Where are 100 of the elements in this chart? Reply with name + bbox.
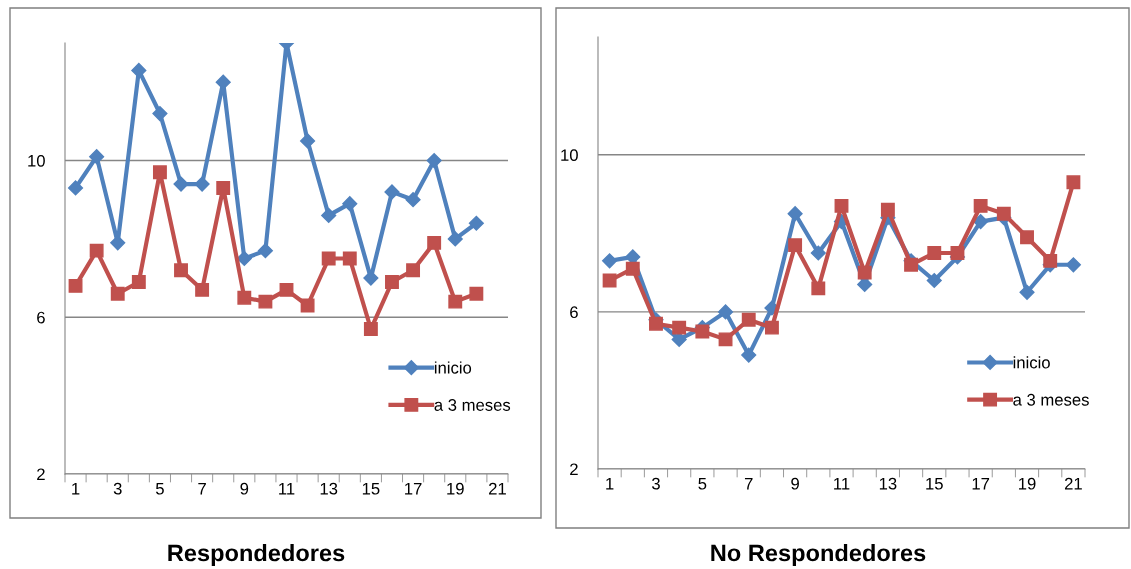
point xyxy=(447,231,463,247)
point xyxy=(672,320,687,335)
point xyxy=(131,62,147,78)
y-tick-label: 10 xyxy=(561,149,578,162)
point xyxy=(385,275,399,289)
point xyxy=(216,181,231,195)
point xyxy=(427,235,442,250)
y-tick-label: 6 xyxy=(570,306,578,319)
y-tick-label: 10 xyxy=(28,154,45,167)
x-tick-label: 21 xyxy=(489,482,506,495)
point xyxy=(741,347,757,363)
point xyxy=(468,215,484,231)
x-tick-label: 13 xyxy=(320,482,338,495)
point xyxy=(300,298,315,313)
point xyxy=(448,294,463,309)
x-tick-label: 15 xyxy=(926,477,943,490)
point xyxy=(787,206,803,222)
point xyxy=(89,243,104,258)
point xyxy=(405,192,421,208)
point xyxy=(973,214,989,230)
point xyxy=(110,286,125,301)
x-tick-label: 7 xyxy=(744,477,753,490)
y-tick-label: 2 xyxy=(570,463,578,476)
x-tick-label: 11 xyxy=(279,482,295,495)
point xyxy=(195,282,210,297)
point xyxy=(406,263,421,278)
point xyxy=(1065,257,1081,273)
x-tick-label: 3 xyxy=(113,482,122,495)
point xyxy=(174,263,188,278)
point xyxy=(426,152,442,169)
point xyxy=(1066,175,1081,190)
text: No Respondedores xyxy=(711,543,926,567)
point xyxy=(300,133,316,149)
point xyxy=(194,176,210,192)
point xyxy=(996,206,1011,221)
point xyxy=(973,198,988,213)
point xyxy=(764,320,779,335)
point xyxy=(649,316,663,331)
point xyxy=(363,322,378,336)
point xyxy=(880,202,895,217)
x-tick-label: 17 xyxy=(405,482,422,495)
point xyxy=(215,74,231,90)
point xyxy=(950,246,965,260)
point xyxy=(1020,230,1034,245)
point xyxy=(89,149,105,165)
point xyxy=(625,261,640,276)
point xyxy=(257,243,273,259)
legend-label: inicio xyxy=(434,361,472,374)
point xyxy=(904,257,919,272)
point xyxy=(741,312,756,327)
x-tick-label: 5 xyxy=(155,482,164,495)
point xyxy=(384,184,400,200)
x-tick-label: 1 xyxy=(72,482,80,495)
legend-label: a 3 meses xyxy=(434,399,511,411)
point xyxy=(1019,284,1035,300)
x-tick-label: 5 xyxy=(698,477,707,490)
point xyxy=(321,207,337,223)
point xyxy=(237,290,252,305)
x-tick-label: 13 xyxy=(879,477,897,490)
x-tick-label: 19 xyxy=(447,482,464,495)
point xyxy=(811,281,826,296)
x-tick-label: 9 xyxy=(791,477,799,490)
point xyxy=(173,176,189,192)
legend-label: inicio xyxy=(1013,356,1050,369)
point xyxy=(810,245,826,261)
point xyxy=(788,238,803,253)
point xyxy=(67,180,84,196)
x-tick-label: 15 xyxy=(362,482,380,495)
point xyxy=(834,198,849,213)
point xyxy=(469,286,484,301)
x-tick-label: 19 xyxy=(1019,477,1036,490)
point xyxy=(152,165,167,180)
point xyxy=(602,273,617,288)
x-tick-label: 3 xyxy=(651,477,660,490)
point xyxy=(236,250,252,267)
x-tick-label: 17 xyxy=(972,477,990,490)
x-tick-label: 21 xyxy=(1064,477,1082,490)
y-tick-label: 6 xyxy=(37,311,45,324)
point xyxy=(152,105,168,122)
point xyxy=(857,265,872,280)
point xyxy=(1043,253,1058,268)
point xyxy=(68,278,83,293)
point xyxy=(131,275,146,289)
point xyxy=(342,196,358,212)
point xyxy=(717,304,734,320)
y-tick-label: 2 xyxy=(37,468,45,481)
point xyxy=(279,282,294,297)
legend-label: a 3 meses xyxy=(1013,393,1089,406)
point xyxy=(718,332,733,347)
point xyxy=(321,251,336,266)
x-tick-label: 9 xyxy=(240,482,249,495)
point xyxy=(926,272,942,289)
x-tick-label: 7 xyxy=(198,482,206,495)
point xyxy=(110,235,126,251)
point xyxy=(342,251,357,266)
text: Respondedores xyxy=(168,543,345,567)
x-tick-label: 1 xyxy=(606,477,614,490)
point xyxy=(927,246,942,260)
point xyxy=(695,324,710,339)
point xyxy=(602,253,618,269)
